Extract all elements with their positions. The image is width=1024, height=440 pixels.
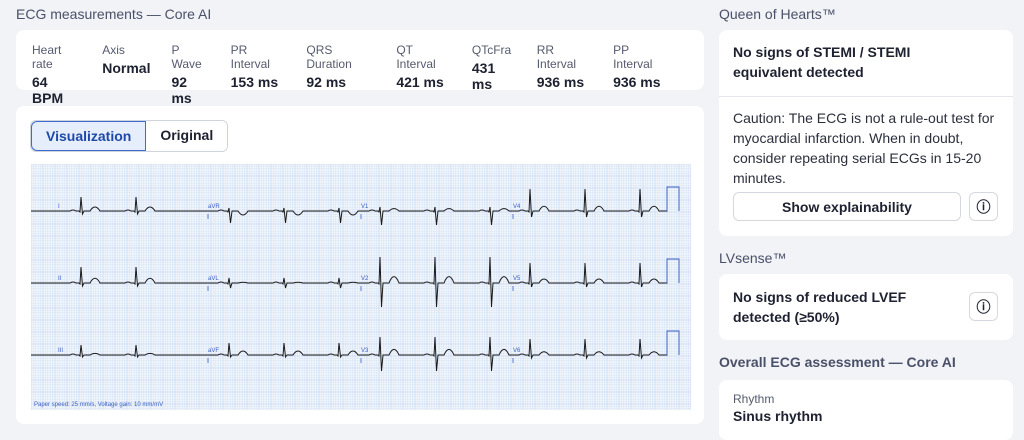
lv-title: LVsense™	[719, 250, 787, 266]
lead-label: III	[58, 348, 63, 354]
lv-result: No signs of reduced LVEF detected (≥50%)	[733, 289, 907, 325]
measurement-value: 92 ms	[306, 74, 347, 90]
measurement-item: Axis Normal	[102, 43, 150, 77]
view-tabs: Visualization Original	[30, 120, 229, 152]
qoh-caution: Caution: The ECG is not a rule-out test …	[733, 110, 995, 186]
measurement-value: 936 ms	[613, 74, 661, 90]
calibration-pulse	[666, 258, 680, 283]
measurements-card: Heart rate 64 BPM Axis Normal P Wave 92 ms PR …	[16, 30, 704, 106]
lead-label: V6	[513, 348, 521, 354]
overall-title: Overall ECG assessment — Core AI	[719, 354, 956, 370]
calibration-pulse	[666, 186, 680, 211]
divider	[719, 96, 1013, 97]
measurement-value: 92 ms	[171, 74, 192, 106]
lead-label: I	[58, 204, 60, 210]
paper-speed-label: Paper speed: 25 mm/s, Voltage gain: 10 m…	[34, 402, 163, 408]
ecg-trace	[31, 256, 680, 308]
measurement-value: Normal	[102, 60, 151, 76]
rhythm-value: Sinus rhythm	[733, 408, 823, 424]
measurement-value: 431 ms	[471, 60, 496, 92]
measurement-item: PR Interval 153 ms	[230, 43, 286, 90]
lead-label: V3	[361, 348, 369, 354]
measurement-label: P Wave	[171, 43, 202, 71]
ecg-trace	[31, 330, 680, 372]
measurement-label: Heart rate	[32, 43, 62, 71]
measurement-value: 64 BPM	[32, 74, 64, 106]
rhythm-label: Rhythm	[733, 392, 775, 406]
measurement-label: QTcFra	[471, 43, 512, 57]
lead-label: aVR	[208, 204, 220, 210]
measurement-item: QT Interval 421 ms	[396, 43, 451, 90]
ecg-trace	[31, 186, 680, 226]
measurement-label: PP Interval	[613, 43, 653, 71]
lead-label: V2	[361, 276, 369, 282]
qoh-result: No signs of STEMI / STEMI equivalent det…	[733, 44, 911, 80]
measurement-item: P Wave 92 ms	[171, 43, 209, 106]
measurement-item: Heart rate 64 BPM	[32, 43, 81, 106]
lead-label: aVF	[208, 348, 219, 354]
overall-card: Rhythm Sinus rhythm	[719, 380, 1013, 440]
measurement-value: 421 ms	[396, 74, 444, 90]
show-explainability-button[interactable]: Show explainability	[733, 192, 961, 221]
tab-visualization[interactable]: Visualization	[31, 121, 147, 151]
calibration-pulse	[666, 330, 680, 355]
measurement-label: Axis	[102, 43, 125, 57]
measurement-label: QRS Duration	[306, 43, 352, 71]
measurement-label: PR Interval	[230, 43, 270, 71]
measurement-item: QRS Duration 92 ms	[306, 43, 375, 90]
measurement-label: RR Interval	[536, 43, 577, 71]
measurement-item: PP Interval 936 ms	[613, 43, 667, 90]
measurement-value: 936 ms	[536, 74, 585, 90]
measurement-item: RR Interval 936 ms	[536, 43, 592, 90]
info-sparkle-icon[interactable]: ⓘ	[969, 192, 998, 221]
qoh-card: No signs of STEMI / STEMI equivalent det…	[719, 30, 1013, 236]
info-sparkle-icon[interactable]: ⓘ	[969, 292, 998, 321]
measurement-label: QT Interval	[396, 43, 436, 71]
measurement-value: 153 ms	[230, 74, 279, 90]
measurement-item: QTcFra 431 ms	[471, 43, 516, 92]
lead-label: V4	[513, 204, 521, 210]
measurements-title: ECG measurements — Core AI	[16, 6, 212, 22]
lead-label: II	[58, 276, 62, 282]
qoh-title: Queen of Hearts™	[719, 6, 836, 22]
lead-label: aVL	[208, 276, 219, 282]
lead-label: V5	[513, 276, 521, 282]
tab-original[interactable]: Original	[146, 121, 228, 151]
lv-card: No signs of reduced LVEF detected (≥50%)…	[719, 274, 1013, 340]
lead-label: V1	[361, 204, 369, 210]
